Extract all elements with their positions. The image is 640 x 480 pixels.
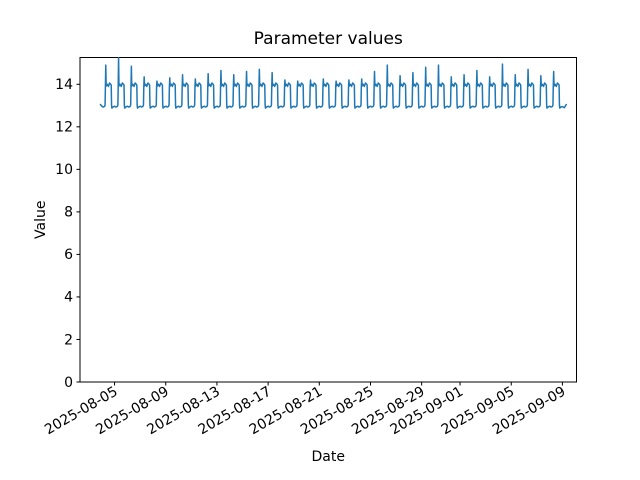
y-tick-label: 10 — [55, 162, 73, 178]
x-axis-label: Date — [312, 449, 345, 465]
y-tick-label: 2 — [64, 332, 73, 348]
y-axis-label: Value — [33, 201, 49, 239]
series-line — [99, 56, 568, 109]
y-tick-label: 4 — [64, 290, 73, 306]
chart-title: Parameter values — [254, 29, 403, 49]
y-tick-label: 14 — [55, 77, 73, 93]
y-tick-label: 6 — [64, 247, 73, 263]
y-tick-label: 8 — [64, 205, 73, 221]
y-tick-label: 12 — [55, 120, 73, 136]
y-tick-label: 0 — [64, 375, 73, 391]
plot-border — [79, 57, 577, 383]
